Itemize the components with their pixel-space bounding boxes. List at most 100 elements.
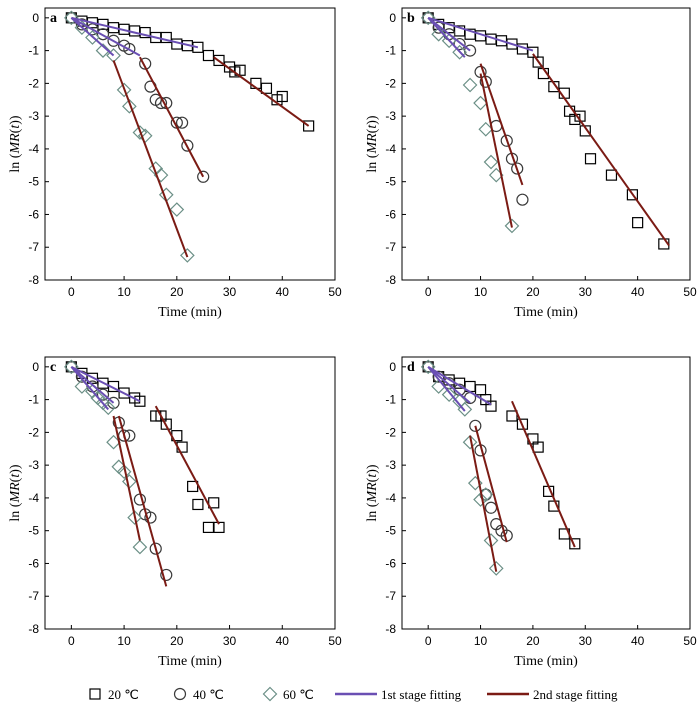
x-tick-label: 20 <box>526 634 540 648</box>
x-axis-label: Time (min) <box>158 305 222 320</box>
circle-point <box>107 34 120 47</box>
diamond-point <box>478 121 494 137</box>
plot-frame <box>44 356 336 630</box>
y-tick-label: -2 <box>28 425 39 439</box>
square-point <box>134 395 146 407</box>
y-tick-label: -4 <box>28 491 39 505</box>
first-stage-fit-line <box>70 365 141 403</box>
plot-frame <box>401 7 691 281</box>
legend-label: 40 ℃ <box>193 687 224 702</box>
x-tick-label: 30 <box>223 285 237 299</box>
circle-point <box>96 28 110 41</box>
diamond-point <box>127 510 142 525</box>
diamond-point <box>180 248 195 263</box>
y-tick-label: -3 <box>28 458 39 472</box>
x-tick-label: 50 <box>683 634 697 648</box>
circle-point <box>511 162 524 175</box>
first-stage-fit-line <box>427 17 471 52</box>
plot-frame <box>401 356 691 630</box>
first-stage-fit-line <box>70 17 115 57</box>
diamond-point <box>122 98 137 114</box>
x-axis-label: Time (min) <box>514 305 578 320</box>
diamond-point <box>473 95 488 111</box>
x-tick-label: 30 <box>579 634 593 648</box>
circle-point <box>175 116 189 129</box>
second-stage-fit-line <box>117 415 168 587</box>
x-tick-label: 40 <box>276 634 290 648</box>
x-tick-label: 0 <box>425 634 432 648</box>
circle-point <box>516 193 529 206</box>
diamond-point <box>64 359 79 375</box>
y-tick-label: 0 <box>32 360 39 374</box>
x-axis-label: Time (min) <box>514 654 578 669</box>
diamond-point <box>116 82 132 98</box>
diamond-point <box>488 561 504 576</box>
diamond-point <box>420 359 436 375</box>
x-tick-label: 0 <box>425 285 432 299</box>
square-point <box>584 153 597 165</box>
circle-point <box>197 170 210 183</box>
circle-point <box>469 419 482 432</box>
square-point <box>605 169 618 181</box>
x-tick-label: 10 <box>117 285 131 299</box>
first-stage-fit-line <box>70 16 141 57</box>
x-tick-label: 50 <box>683 285 697 299</box>
diamond-point <box>95 43 111 58</box>
x-tick-label: 20 <box>170 634 184 648</box>
second-stage-fit-line <box>112 60 189 258</box>
panel-label: d <box>407 360 415 375</box>
y-tick-label: -3 <box>385 458 396 472</box>
x-tick-label: 40 <box>631 285 645 299</box>
y-tick-label: -7 <box>28 240 39 254</box>
y-tick-label: -6 <box>385 556 396 570</box>
x-tick-label: 0 <box>68 634 75 648</box>
second-stage-fit-line <box>213 56 310 127</box>
first-stage-fit-line <box>427 16 534 52</box>
y-tick-label: -8 <box>28 273 39 287</box>
circle-point <box>160 568 173 582</box>
square-point <box>632 217 644 229</box>
y-tick-label: -3 <box>28 109 39 123</box>
diamond-point <box>85 30 100 45</box>
x-tick-label: 30 <box>579 285 593 299</box>
diamond-point <box>116 464 132 480</box>
y-tick-label: -4 <box>385 142 396 156</box>
square-point <box>202 49 215 62</box>
square-point <box>260 82 273 94</box>
diamond-point <box>462 77 478 93</box>
x-tick-label: 20 <box>170 285 184 299</box>
y-tick-label: -1 <box>28 393 39 407</box>
first-stage-fit-line <box>70 366 110 411</box>
square-point <box>192 498 204 511</box>
square-point <box>192 41 204 53</box>
y-tick-label: -2 <box>28 76 39 90</box>
y-tick-label: -1 <box>385 44 396 58</box>
x-tick-label: 10 <box>117 634 131 648</box>
square-point <box>276 90 288 103</box>
diamond-point <box>462 434 478 450</box>
x-tick-label: 20 <box>526 285 540 299</box>
y-tick-label: -1 <box>385 393 396 407</box>
y-axis-label: ln (MR(t)) <box>365 464 380 522</box>
circle-point <box>432 21 445 34</box>
panel-label: b <box>407 11 415 26</box>
y-tick-label: -3 <box>385 109 396 123</box>
legend-label: 2nd stage fitting <box>533 687 618 702</box>
circle-point <box>453 37 466 51</box>
y-axis-label: ln (MR(t)) <box>8 115 23 173</box>
second-stage-fit-line <box>139 56 205 178</box>
circle-point <box>149 542 162 555</box>
circle-point <box>422 360 435 373</box>
second-stage-fit-line <box>154 405 220 525</box>
second-stage-fit-line <box>112 415 141 541</box>
circle-point <box>96 388 110 401</box>
diamond-point <box>431 26 447 42</box>
y-axis-label: ln (MR(t)) <box>8 464 23 522</box>
x-tick-label: 50 <box>328 634 342 648</box>
y-tick-label: -7 <box>385 589 396 603</box>
y-tick-label: 0 <box>389 360 396 374</box>
y-tick-label: -1 <box>28 44 39 58</box>
diamond-point <box>483 154 499 170</box>
chart-panel-b: 0 10 20 30 40 50 0 -1 -2 -3 -4 -5 -6 -7 -8 Time (min) ln… <box>365 7 697 320</box>
x-tick-label: 10 <box>474 634 488 648</box>
